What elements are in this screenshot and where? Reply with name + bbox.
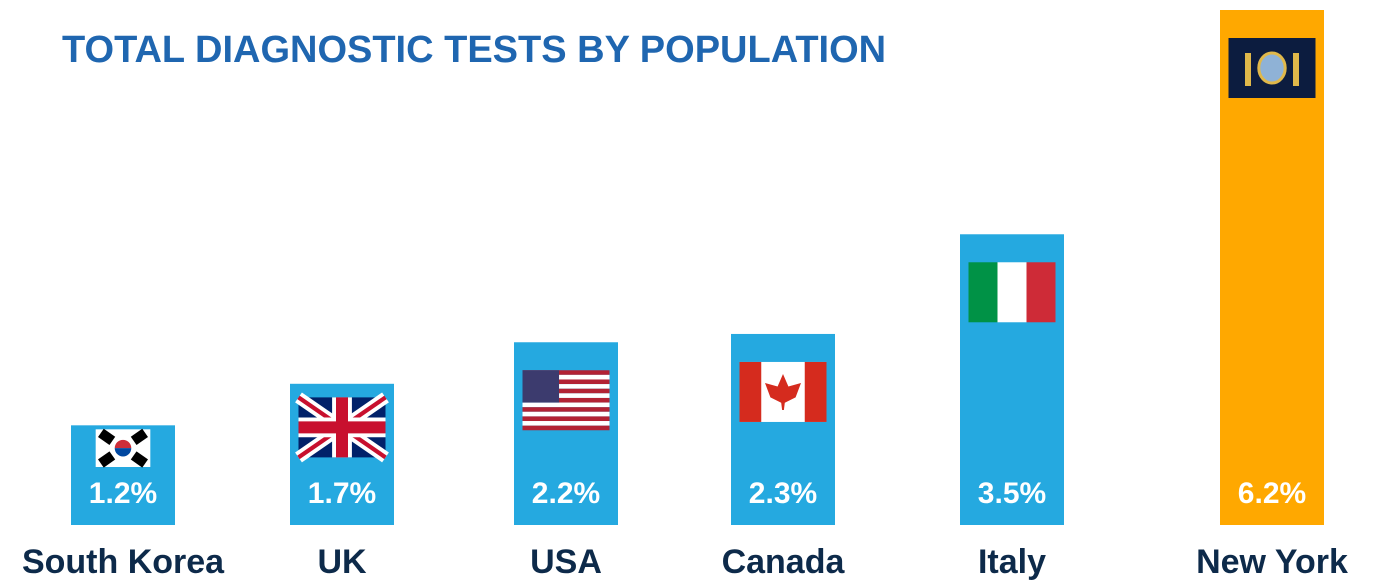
value-label: 6.2% xyxy=(1238,477,1306,510)
flag-yin xyxy=(114,439,132,449)
flag-trigram xyxy=(98,451,116,468)
value-label: 2.2% xyxy=(532,477,600,510)
flag xyxy=(522,370,610,431)
flag-trigram xyxy=(130,428,148,445)
flag xyxy=(295,392,389,463)
flag-yang xyxy=(114,448,132,457)
flag-supporter xyxy=(1293,53,1299,86)
category-label: UK xyxy=(317,543,367,581)
flag-emblem xyxy=(1257,51,1287,85)
category-label: USA xyxy=(530,543,602,581)
flag-stripe xyxy=(522,411,610,417)
flag-stripe xyxy=(522,388,610,394)
chart-title: TOTAL DIAGNOSTIC TESTS BY POPULATION xyxy=(62,29,886,71)
flag xyxy=(95,428,151,468)
category-label: Canada xyxy=(722,543,846,581)
flag-band xyxy=(997,262,1027,323)
flag-stripe xyxy=(522,407,610,412)
flag-stripe xyxy=(522,393,610,398)
flag-stripe xyxy=(522,425,610,431)
flag-canton xyxy=(522,370,560,403)
value-label: 3.5% xyxy=(978,477,1046,510)
flag xyxy=(968,262,1056,323)
flag-band xyxy=(739,361,762,422)
flag-stripe xyxy=(522,416,610,422)
flag-band xyxy=(968,262,998,323)
flag-stripe xyxy=(522,374,610,380)
flag-cross-red xyxy=(298,397,386,458)
flag-stripe xyxy=(522,379,610,385)
flag-stripe xyxy=(522,384,610,389)
category-label: Italy xyxy=(978,543,1046,581)
flag-stripe xyxy=(522,370,610,375)
flag-band xyxy=(804,361,827,422)
flag xyxy=(739,361,827,422)
value-label: 1.2% xyxy=(89,477,157,510)
flag-leaf xyxy=(765,373,801,410)
value-label: 2.3% xyxy=(749,477,817,510)
flag-stripe xyxy=(522,402,610,408)
flag-stripe xyxy=(522,421,610,426)
flag-supporter xyxy=(1245,53,1251,86)
flag-trigram xyxy=(98,428,116,445)
category-label: South Korea xyxy=(22,543,225,581)
flag-stripe xyxy=(522,397,610,403)
category-label: New York xyxy=(1196,543,1348,581)
value-label: 1.7% xyxy=(308,477,376,510)
flag xyxy=(1228,38,1316,98)
flag-trigram xyxy=(130,451,148,468)
flag-band xyxy=(1026,262,1056,323)
